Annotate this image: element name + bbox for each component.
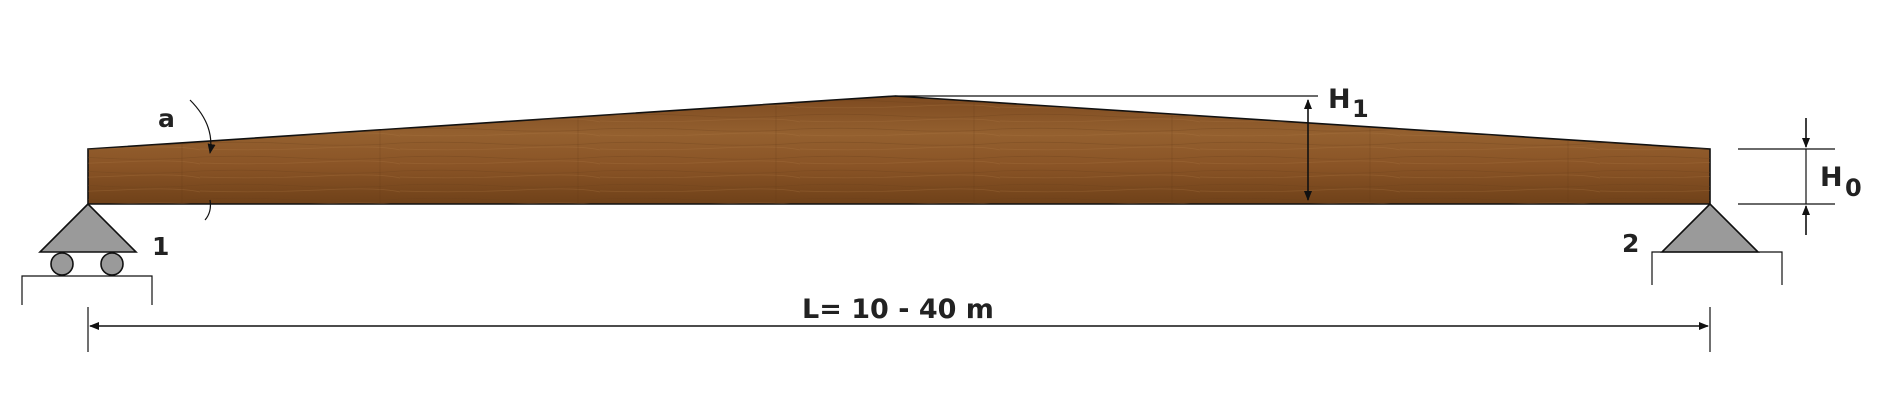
beam-grain — [88, 96, 1710, 204]
angle-label: a — [158, 104, 175, 133]
support-right-pinned: 2 — [1622, 202, 1783, 285]
support-right-label: 2 — [1622, 229, 1639, 258]
span-dimension: L= 10 - 40 m — [87, 294, 1711, 352]
angle-indicator: a — [158, 99, 216, 221]
support-right-ground — [1651, 251, 1783, 285]
support-left-triangle — [38, 202, 138, 253]
support-left-ground — [21, 275, 153, 305]
support-right-triangle — [1660, 202, 1760, 253]
h0-label: H — [1820, 162, 1843, 193]
h1-subscript: 1 — [1352, 95, 1369, 123]
glulam-beam — [87, 95, 1711, 205]
h0-dimension: H 0 — [1738, 118, 1862, 235]
roller-right-wheel — [100, 252, 124, 276]
h1-label: H — [1328, 84, 1351, 115]
span-label: L= 10 - 40 m — [802, 294, 994, 325]
h1-dimension: H 1 — [895, 84, 1369, 201]
support-left-roller: 1 — [21, 202, 169, 305]
h0-subscript: 0 — [1845, 174, 1862, 202]
beam-segment-joints — [181, 101, 1569, 204]
roller-left-wheel — [50, 252, 74, 276]
support-left-label: 1 — [152, 232, 169, 261]
